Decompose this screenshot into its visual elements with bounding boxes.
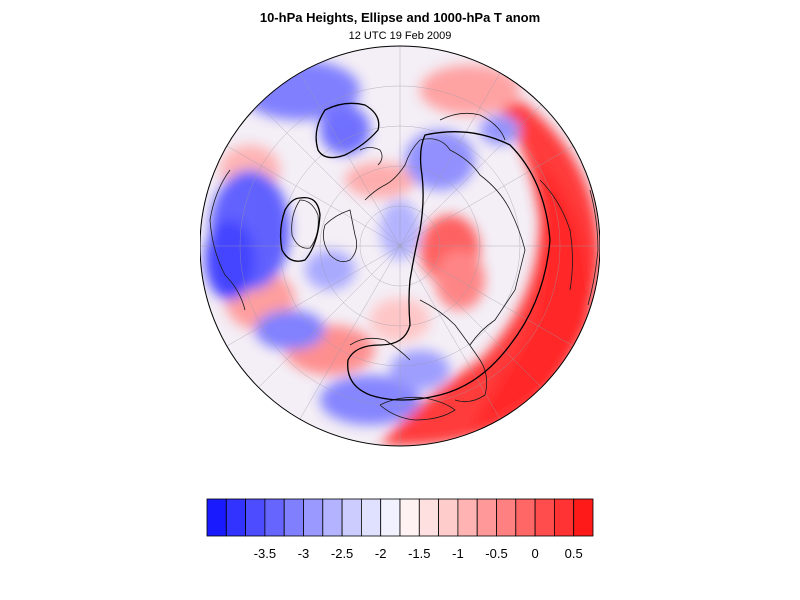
colorbar-tick-label: -1 [452,546,464,561]
colorbar-labels: -3.5-3-2.5-2-1.5-1-0.500.511.522.533.5 [254,546,583,561]
colorbar: -3.5-3-2.5-2-1.5-1-0.500.511.522.533.5 [206,498,594,561]
colorbar-box [573,498,594,537]
colorbar-box [245,498,266,537]
height-contours [279,102,551,401]
colorbar-tick-label: -3 [298,546,310,561]
colorbar-tick-label: 0 [531,546,538,561]
colorbar-box [264,498,285,537]
colorbar-box [553,498,575,537]
globe-outline [200,45,600,447]
colorbar-box [225,498,246,537]
colorbar-tick-label: -0.5 [485,546,507,561]
colorbar-box [341,498,362,537]
colorbar-box [496,498,517,537]
colorbar-box [399,498,420,537]
colorbar-box [206,498,227,537]
colorbar-box [515,498,536,537]
colorbar-box [476,498,497,537]
colorbar-box [534,498,555,537]
colorbar-tick-label: 0.5 [565,546,583,561]
chart-subtitle: 12 UTC 19 Feb 2009 [348,30,452,42]
coastlines [209,112,599,421]
colorbar-tick-label: -1.5 [408,546,430,561]
contour-west [279,196,321,262]
polar-map [200,45,600,447]
colorbar-box [303,498,324,537]
contour-northwest [315,102,380,159]
colorbar-tick-label: -3.5 [254,546,276,561]
colorbar-box [438,498,459,537]
graticule [200,46,600,446]
chart-title: 10-hPa Heights, Ellipse and 1000-hPa T a… [259,10,541,25]
vortex-ellipse [347,131,551,401]
colorbar-boxes [206,498,594,537]
colorbar-box [380,498,401,537]
colorbar-box [322,498,343,537]
colorbar-box [283,498,304,537]
colorbar-box [360,498,382,537]
colorbar-tick-label: -2 [375,546,387,561]
colorbar-box [418,498,440,537]
colorbar-tick-label: -2.5 [331,546,353,561]
colorbar-box [457,498,478,537]
